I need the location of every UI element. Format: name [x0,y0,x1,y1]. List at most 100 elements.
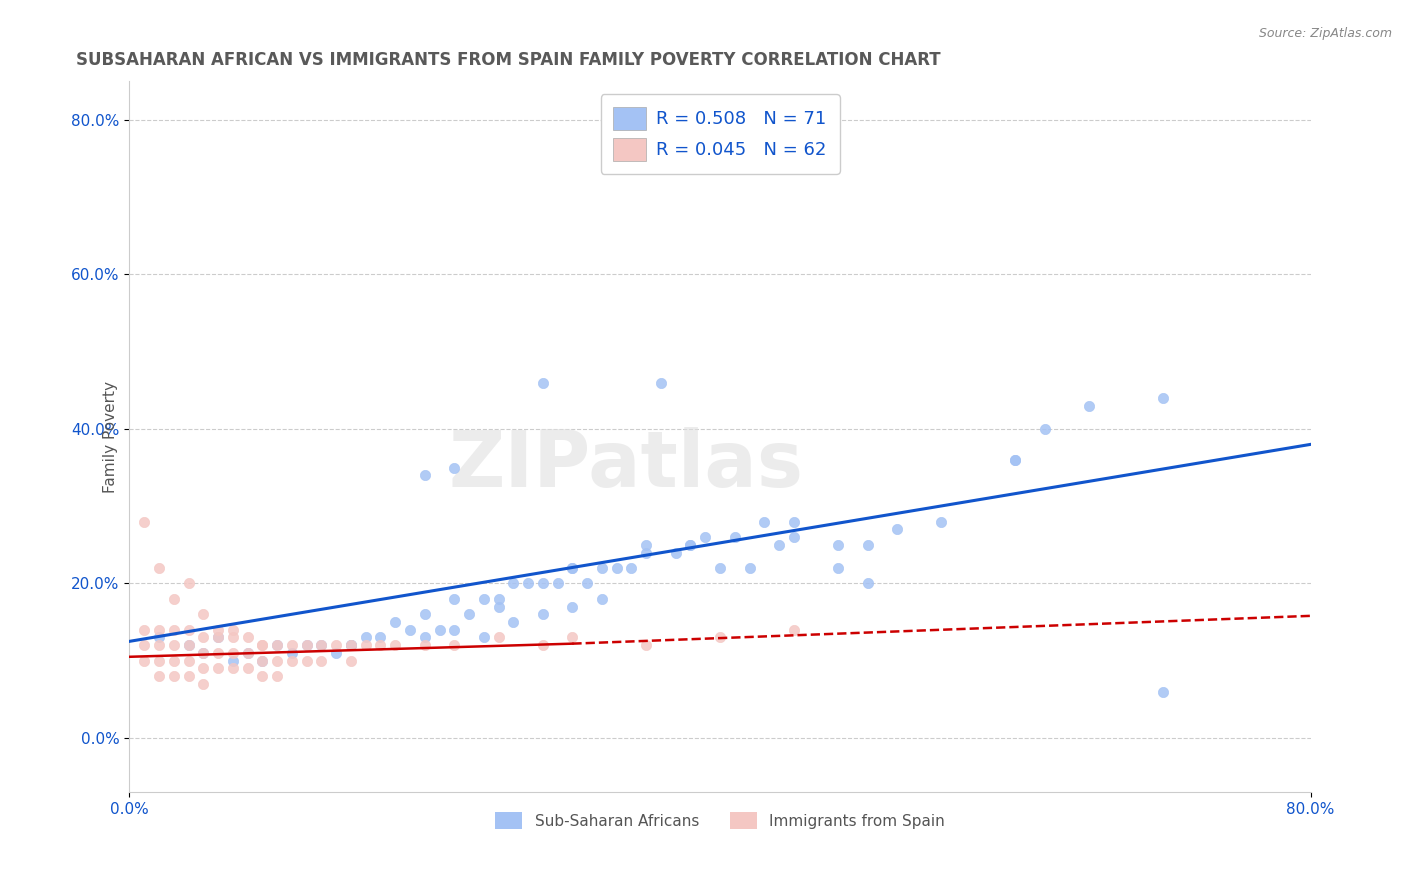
Point [134,638,156,652]
Point [163,638,186,652]
Point [1033,422,1056,436]
Point [252,654,274,668]
Point [399,623,422,637]
Point [384,638,406,652]
Point [827,538,849,552]
Point [252,654,274,668]
Point [738,561,761,575]
Point [561,599,583,614]
Point [134,623,156,637]
Point [295,638,318,652]
Point [252,638,274,652]
Point [177,654,200,668]
Point [281,654,304,668]
Point [591,561,613,575]
Point [177,669,200,683]
Y-axis label: Family Poverty: Family Poverty [104,381,118,492]
Point [222,631,245,645]
Point [370,638,392,652]
Point [311,638,333,652]
Point [679,538,702,552]
Point [325,638,347,652]
Point [458,607,481,622]
Point [783,515,806,529]
Point [193,646,215,660]
Point [207,623,229,637]
Point [576,576,599,591]
Point [281,638,304,652]
Point [340,638,363,652]
Point [193,677,215,691]
Point [886,522,908,536]
Point [856,538,879,552]
Point [222,623,245,637]
Point [443,591,465,606]
Point [709,631,731,645]
Point [856,576,879,591]
Point [325,646,347,660]
Point [413,607,436,622]
Point [413,631,436,645]
Point [340,654,363,668]
Point [606,561,628,575]
Point [384,615,406,629]
Point [636,538,658,552]
Point [695,530,717,544]
Point [148,654,170,668]
Point [207,646,229,660]
Point [517,576,540,591]
Point [222,661,245,675]
Point [370,631,392,645]
Point [443,623,465,637]
Point [281,646,304,660]
Point [931,515,953,529]
Point [547,576,569,591]
Point [193,631,215,645]
Point [340,638,363,652]
Point [1078,399,1101,413]
Text: Source: ZipAtlas.com: Source: ZipAtlas.com [1258,27,1392,40]
Point [783,530,806,544]
Point [236,631,259,645]
Point [222,646,245,660]
Point [472,591,495,606]
Point [1152,391,1174,405]
Point [163,591,186,606]
Point [295,654,318,668]
Point [207,661,229,675]
Point [177,638,200,652]
Point [443,638,465,652]
Point [148,561,170,575]
Point [1004,452,1026,467]
Point [636,545,658,559]
Point [266,638,288,652]
Point [340,638,363,652]
Point [1004,452,1026,467]
Point [413,638,436,652]
Point [236,646,259,660]
Point [502,615,524,629]
Point [531,576,554,591]
Point [177,638,200,652]
Point [193,661,215,675]
Point [1152,684,1174,698]
Point [177,623,200,637]
Point [134,515,156,529]
Point [222,654,245,668]
Point [193,646,215,660]
Point [768,538,790,552]
Point [266,654,288,668]
Point [502,576,524,591]
Point [354,638,377,652]
Point [134,654,156,668]
Point [207,631,229,645]
Legend: Sub-Saharan Africans, Immigrants from Spain: Sub-Saharan Africans, Immigrants from Sp… [491,807,949,834]
Point [163,669,186,683]
Point [531,376,554,390]
Point [236,661,259,675]
Point [148,631,170,645]
Point [311,654,333,668]
Point [650,376,672,390]
Point [783,623,806,637]
Point [252,638,274,652]
